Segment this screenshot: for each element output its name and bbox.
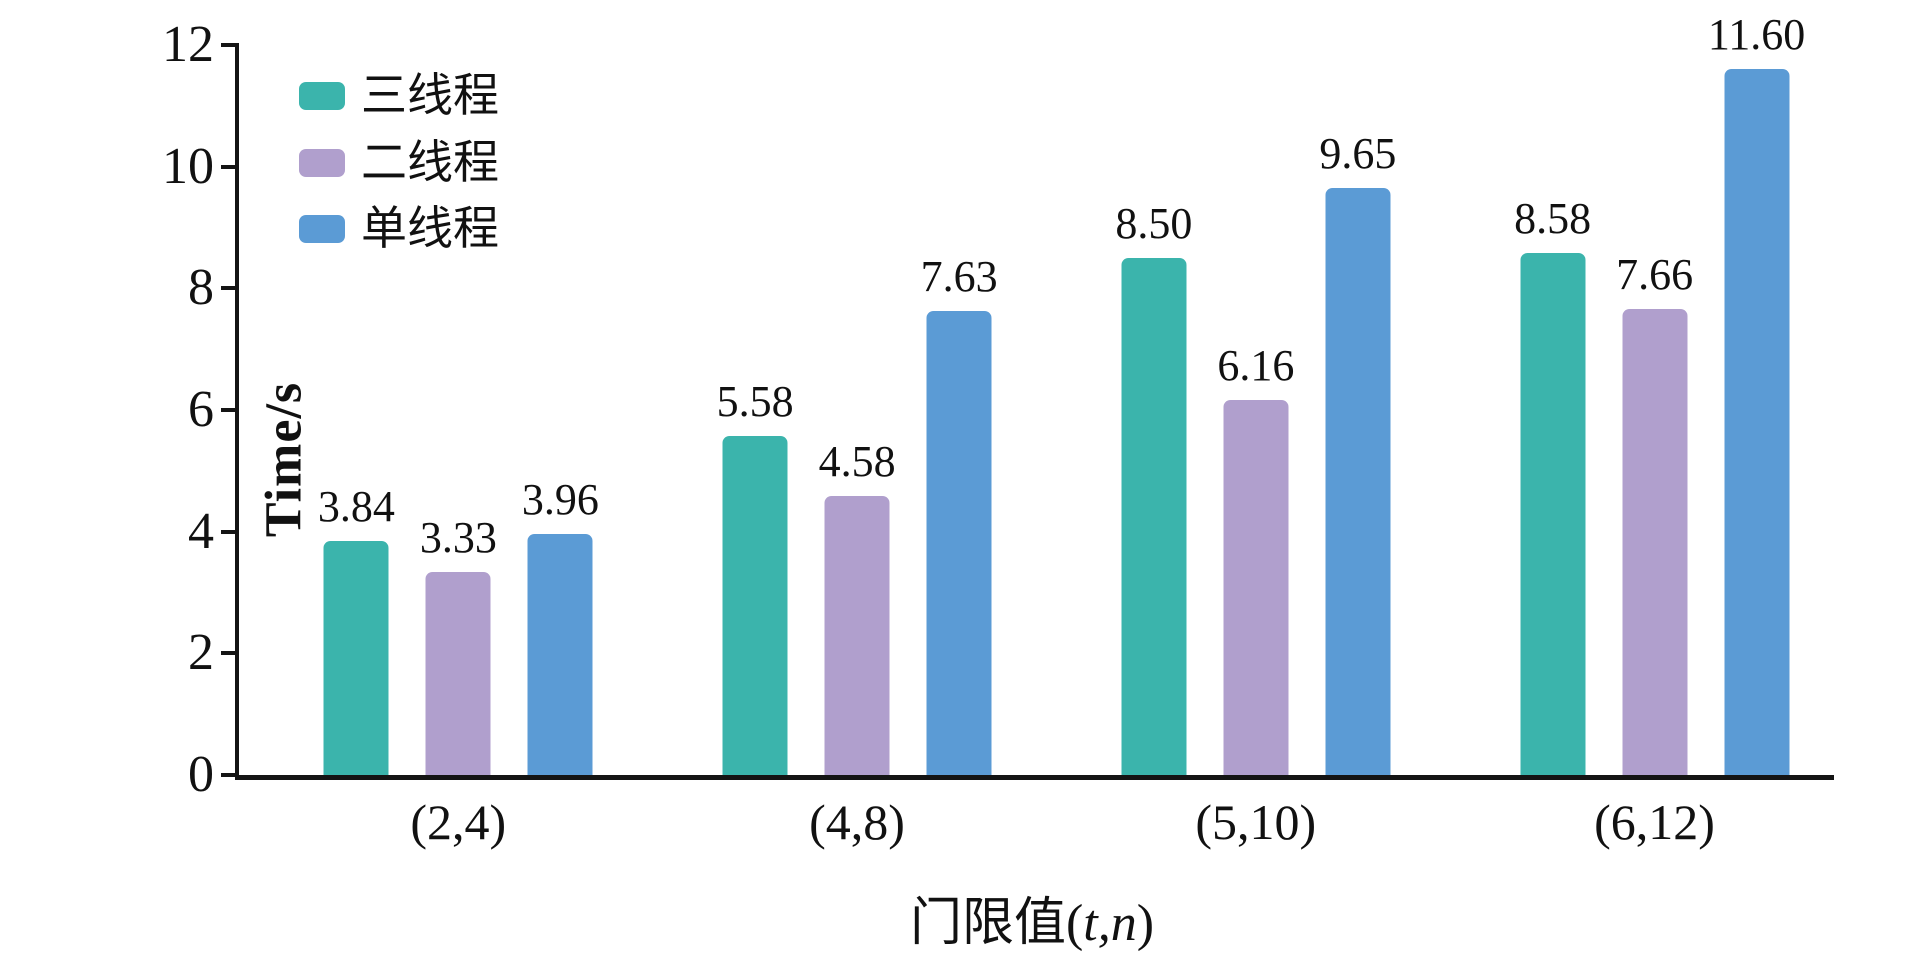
- bar-group-(4,8): 5.58 4.58 7.63: [717, 254, 998, 775]
- bar-value-label: 7.63: [920, 251, 998, 301]
- bar-单线程-(2,4): 3.96: [522, 478, 599, 775]
- y-tick-label: 0: [188, 746, 214, 803]
- bar-单线程-(5,10): 9.65: [1319, 131, 1396, 775]
- x-tick-label: (5,10): [1195, 794, 1317, 850]
- bar-value-label: 5.58: [716, 376, 794, 426]
- bar-三线程-(5,10): 8.50: [1115, 201, 1192, 775]
- legend-label: 单线程: [361, 203, 499, 255]
- bar-value-label: 3.96: [521, 475, 599, 525]
- y-tick-mark: [221, 529, 239, 534]
- bar-二线程-(5,10): 6.16: [1217, 344, 1294, 775]
- legend-swatch-icon: [299, 215, 345, 244]
- x-axis-title: 门限值(t,n): [910, 880, 1154, 955]
- bar-value-label: 8.50: [1115, 198, 1193, 248]
- y-tick-mark: [221, 164, 239, 169]
- x-tick-label: (4,8): [809, 794, 905, 850]
- y-tick-label: 2: [188, 624, 214, 682]
- bar-value-label: 3.33: [419, 513, 497, 563]
- bar-value-label: 4.58: [818, 437, 896, 487]
- y-tick-mark: [221, 408, 239, 412]
- bar-group-(5,10): 8.50 6.16 9.65: [1115, 131, 1396, 775]
- y-tick-mark: [221, 651, 239, 656]
- y-tick-mark: [221, 43, 239, 47]
- y-tick-label: 12: [162, 16, 214, 73]
- x-axis-title-variables: t,n: [1083, 895, 1137, 952]
- bar-单线程-(4,8): 7.63: [921, 254, 998, 775]
- y-tick-label: 4: [188, 502, 214, 560]
- bar-三线程-(2,4): 3.84: [318, 485, 395, 775]
- legend-item-series-0: 三线程: [299, 70, 499, 122]
- bar-三线程-(6,12): 8.58: [1514, 197, 1591, 775]
- bar-group-(6,12): 8.58 7.66 11.60: [1514, 13, 1805, 775]
- y-tick-mark: [221, 286, 239, 291]
- x-axis-title-prefix: 门限值(: [909, 895, 1084, 952]
- legend-item-series-2: 单线程: [299, 204, 499, 255]
- bar-二线程-(4,8): 4.58: [819, 440, 896, 775]
- y-tick-label: 8: [188, 259, 214, 317]
- x-tick-label: (2,4): [410, 794, 507, 850]
- legend: 三线程 二线程 单线程: [299, 70, 499, 255]
- x-tick-label: (6,12): [1594, 794, 1715, 850]
- legend-item-series-1: 二线程: [299, 136, 499, 189]
- bar-value-label: 6.16: [1217, 341, 1295, 391]
- y-tick-label: 6: [188, 381, 214, 438]
- bar-value-label: 8.58: [1514, 194, 1592, 244]
- bar-三线程-(4,8): 5.58: [717, 379, 794, 775]
- bar-二线程-(2,4): 3.33: [420, 516, 497, 775]
- bar-value-label: 3.84: [317, 482, 395, 532]
- legend-swatch-icon: [299, 148, 345, 177]
- y-tick-mark: [221, 773, 239, 777]
- bar-二线程-(6,12): 7.66: [1616, 253, 1693, 775]
- legend-label: 三线程: [361, 70, 499, 121]
- legend-swatch-icon: [299, 82, 345, 111]
- legend-label: 二线程: [361, 136, 499, 188]
- bar-group-(2,4): 3.84 3.33 3.96: [318, 478, 599, 775]
- bar-value-label: 11.60: [1707, 10, 1806, 60]
- x-axis-title-suffix: ): [1136, 895, 1155, 952]
- plot-area: Time/s 三线程 二线程 单线程 0 2 4 6 8 10 12 3.84 3.33 3.9…: [162, 13, 1834, 850]
- bar-单线程-(6,12): 11.60: [1708, 13, 1805, 775]
- y-tick-label: 10: [162, 137, 214, 195]
- bar-value-label: 7.66: [1616, 250, 1694, 300]
- bar-value-label: 9.65: [1319, 128, 1397, 178]
